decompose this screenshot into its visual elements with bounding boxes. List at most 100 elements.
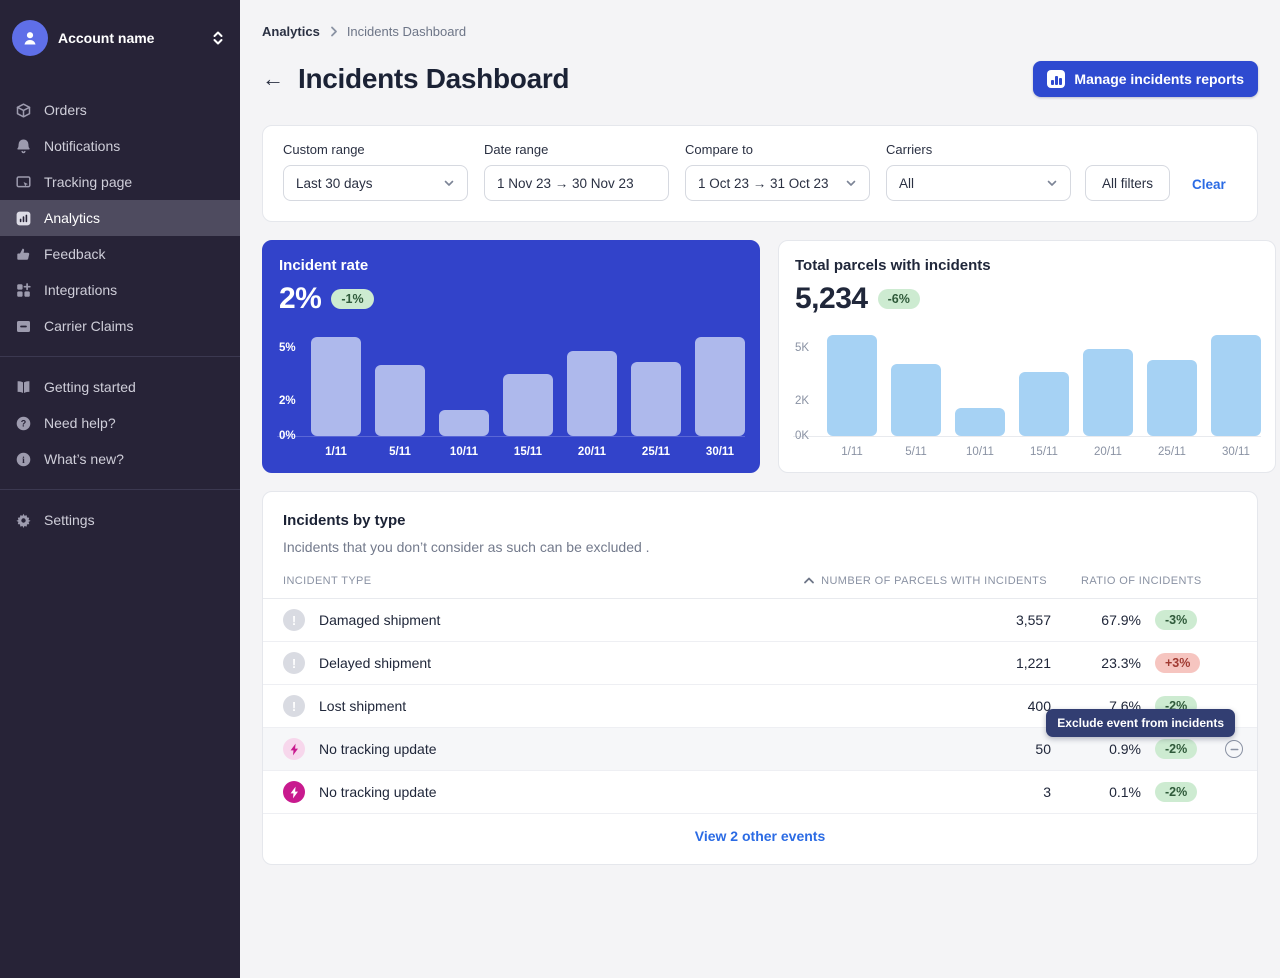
- chart-bar-20-11[interactable]: [1083, 349, 1133, 436]
- total-parcels-title: Total parcels with incidents: [795, 257, 991, 274]
- sidebar-item-feedback[interactable]: Feedback: [0, 236, 240, 272]
- filter-select[interactable]: All: [886, 165, 1071, 201]
- grid-plus-icon: [14, 281, 32, 299]
- sidebar-item-need-help[interactable]: ? Need help?: [0, 405, 240, 441]
- x-axis-label: 25/11: [1158, 446, 1186, 458]
- incidents-by-type-card: Incidents by type Incidents that you don…: [262, 491, 1258, 865]
- parcels-count: 400: [1027, 698, 1051, 714]
- sidebar: Account name Orders Notifications Tracking…: [0, 0, 240, 978]
- sidebar-item-tracking-page[interactable]: Tracking page: [0, 164, 240, 200]
- chart-bar-25-11[interactable]: [1147, 360, 1197, 436]
- all-filters-button[interactable]: All filters: [1085, 165, 1171, 201]
- sidebar-item-integrations[interactable]: Integrations: [0, 272, 240, 308]
- sidebar-primary-nav: Orders Notifications Tracking page Analytic…: [0, 86, 240, 350]
- view-other-events-link[interactable]: View 2 other events: [694, 828, 826, 844]
- clear-filters-link[interactable]: Clear: [1192, 177, 1226, 192]
- chart-bar-1-11[interactable]: [827, 335, 877, 436]
- manage-incidents-reports-button[interactable]: Manage incidents reports: [1033, 61, 1258, 97]
- chart-bar-5-11[interactable]: [891, 363, 941, 436]
- breadcrumb-current: Incidents Dashboard: [346, 24, 467, 39]
- filter-input[interactable]: 1 Nov 23 → 30 Nov 23: [484, 165, 669, 201]
- chart-bar-1-11[interactable]: [311, 337, 361, 436]
- sidebar-item-settings[interactable]: Settings: [0, 502, 240, 538]
- filter-field-date-range: Date range 1 Nov 23 → 30 Nov 23: [484, 142, 669, 201]
- filter-value: 1 Nov 23 → 30 Nov 23: [497, 175, 634, 191]
- incident-rate-delta-badge: -1%: [331, 289, 374, 309]
- sidebar-footer-nav: Settings: [0, 496, 240, 544]
- bar-slot: [1211, 330, 1261, 436]
- chart-bar-30-11[interactable]: [695, 337, 745, 436]
- sidebar-item-whats-new[interactable]: i What’s new?: [0, 441, 240, 477]
- chevron-down-icon: [443, 177, 455, 189]
- chart-bar-15-11[interactable]: [503, 374, 553, 436]
- table-body: ! Damaged shipment 3,557 67.9% -3%! Delayed s…: [263, 599, 1257, 814]
- total-parcels-value: 5,234: [795, 282, 868, 315]
- sidebar-item-label: Analytics: [44, 210, 101, 226]
- sidebar-item-orders[interactable]: Orders: [0, 92, 240, 128]
- filter-select[interactable]: 1 Oct 23 → 31 Oct 23: [685, 165, 870, 201]
- sidebar-item-getting-started[interactable]: Getting started: [0, 369, 240, 405]
- sidebar-item-label: Tracking page: [44, 174, 133, 190]
- total-parcels-card: Total parcels with incidents 5,234 -6% 5…: [778, 240, 1276, 473]
- breadcrumb: Analytics Incidents Dashboard: [262, 24, 1258, 39]
- chart-bar-5-11[interactable]: [375, 365, 425, 436]
- chart-bar-15-11[interactable]: [1019, 372, 1069, 436]
- svg-text:i: i: [22, 455, 25, 465]
- filter-field-carriers: Carriers All: [886, 142, 1071, 201]
- incident-rate-title: Incident rate: [279, 257, 369, 274]
- sidebar-item-carrier-claims[interactable]: Carrier Claims: [0, 308, 240, 344]
- x-axis-label: 30/11: [705, 446, 735, 458]
- bar-slot: [311, 330, 361, 436]
- sidebar-item-analytics[interactable]: Analytics: [0, 200, 240, 236]
- breadcrumb-analytics[interactable]: Analytics: [262, 24, 320, 39]
- charts-row: Incident rate 2% -1% 5% 2% 0% 1/11 5/11 10/1…: [262, 240, 1276, 473]
- chevron-down-icon: [1046, 177, 1058, 189]
- sidebar-item-label: Notifications: [44, 138, 121, 154]
- bar-slot: [1019, 330, 1069, 436]
- parcels-count: 3,557: [1015, 612, 1051, 628]
- chart-bar-25-11[interactable]: [631, 361, 681, 436]
- sidebar-divider: [0, 356, 240, 357]
- column-parcels-sortable[interactable]: NUMBER OF PARCELS WITH INCIDENTS: [803, 575, 1047, 587]
- filter-select[interactable]: Last 30 days: [283, 165, 468, 201]
- chevron-down-icon: [845, 177, 857, 189]
- x-axis-label: 20/11: [577, 446, 607, 458]
- account-name: Account name: [58, 30, 155, 46]
- filter-field-custom-range: Custom range Last 30 days: [283, 142, 468, 201]
- filter-label: Compare to: [685, 142, 753, 157]
- x-axis-label: 1/11: [841, 446, 863, 458]
- back-arrow-icon[interactable]: ←: [262, 66, 284, 91]
- bar-slot: [503, 330, 553, 436]
- sidebar-item-label: Getting started: [44, 379, 136, 395]
- table-row[interactable]: ! Delayed shipment 1,221 23.3% +3%: [263, 642, 1257, 685]
- table-subtitle: Incidents that you don’t consider as suc…: [283, 539, 650, 555]
- manage-incidents-reports-label: Manage incidents reports: [1074, 71, 1244, 87]
- table-row[interactable]: No tracking update 50 0.9% -2% Exclude event…: [263, 709, 1257, 771]
- table-row[interactable]: ! Damaged shipment 3,557 67.9% -3%: [263, 599, 1257, 642]
- chart-bar-20-11[interactable]: [567, 351, 617, 436]
- bar-chart-icon: [1047, 70, 1066, 88]
- bar-slot: [567, 330, 617, 436]
- exclude-tooltip: Exclude event from incidents: [1046, 709, 1235, 737]
- up-down-chevron-icon: [212, 30, 224, 46]
- question-circle-icon: ?: [14, 414, 32, 432]
- incident-rate-chart: 5% 2% 0% 1/11 5/11 10/11 15/11 20/11 25/11 30/11: [277, 330, 745, 458]
- sidebar-item-notifications[interactable]: Notifications: [0, 128, 240, 164]
- chart-bar-10-11[interactable]: [439, 409, 489, 436]
- exclude-event-button[interactable]: [1225, 740, 1243, 758]
- bar-slot: [1147, 330, 1197, 436]
- incident-type-label: Damaged shipment: [319, 612, 441, 628]
- bar-slot: [827, 330, 877, 436]
- chart-bar-30-11[interactable]: [1211, 335, 1261, 436]
- parcels-count: 3: [1043, 784, 1051, 800]
- x-axis-label: 20/11: [1094, 446, 1122, 458]
- bell-icon: [14, 137, 32, 155]
- account-switcher[interactable]: Account name: [0, 12, 240, 64]
- lightning-icon: [283, 781, 305, 803]
- table-row[interactable]: No tracking update 3 0.1% -2%: [263, 771, 1257, 814]
- sidebar-item-label: Settings: [44, 512, 95, 528]
- chart-bar-10-11[interactable]: [955, 407, 1005, 436]
- bar-slot: [375, 330, 425, 436]
- alert-icon: !: [283, 652, 305, 674]
- x-axis-label: 15/11: [1030, 446, 1058, 458]
